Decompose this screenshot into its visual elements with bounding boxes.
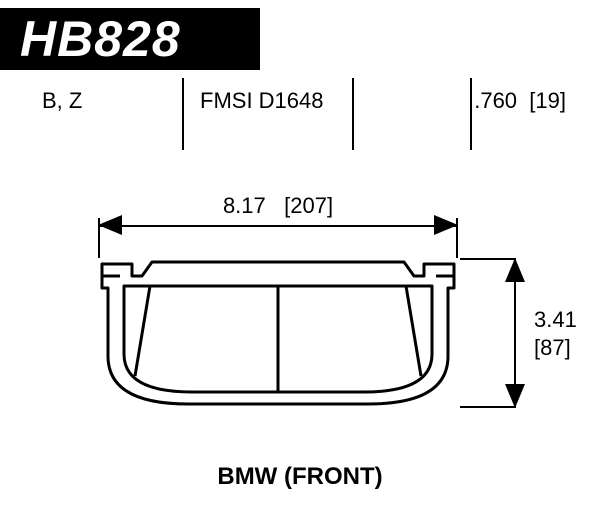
fmsi-code: FMSI D1648 [200, 88, 324, 114]
arrow-down-icon [505, 384, 525, 408]
arrow-right-icon [434, 215, 458, 235]
application-label: BMW (FRONT) [0, 463, 600, 491]
height-mm: 87 [540, 335, 564, 360]
brake-pad-drawing [98, 258, 458, 408]
thickness-value: .760 [19] [474, 88, 566, 114]
compound-codes: B, Z [42, 88, 82, 114]
arrow-up-icon [505, 258, 525, 282]
height-in: 3.41 [534, 307, 577, 332]
width-label: 8.17 [207] [98, 193, 458, 219]
width-line [98, 225, 458, 227]
height-dimension: 3.41 [87] [500, 258, 570, 408]
arrow-left-icon [98, 215, 122, 235]
header-bar: HB828 [0, 8, 260, 70]
height-label: 3.41 [87] [534, 306, 577, 361]
width-dimension: 8.17 [207] [98, 195, 458, 235]
thickness-mm: 19 [535, 88, 559, 113]
spec-sheet: HB828 B, Z FMSI D1648 .760 [19] 8.17 [20… [0, 0, 600, 519]
width-in: 8.17 [223, 193, 266, 218]
width-mm: 207 [290, 193, 327, 218]
thickness-in: .760 [474, 88, 517, 113]
part-number: HB828 [20, 10, 181, 68]
info-row: B, Z FMSI D1648 .760 [19] [0, 80, 600, 150]
